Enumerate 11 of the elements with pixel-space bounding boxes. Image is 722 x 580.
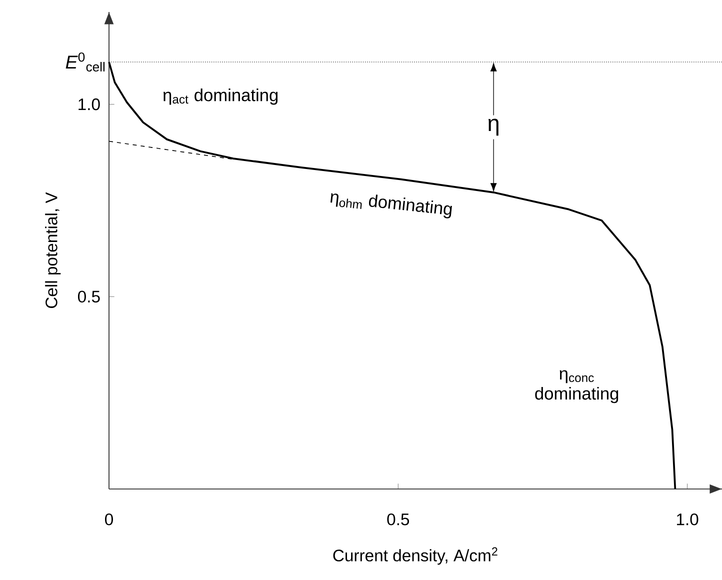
annotation: η$_{conc}$ dominating bbox=[535, 370, 618, 404]
annotation: η$_{act}$ dominating bbox=[163, 88, 278, 105]
line-series bbox=[108, 61, 676, 490]
annotation: η$_{ohm}$ dominating bbox=[330, 193, 452, 218]
ref-line-label: E$^{0}$cell bbox=[66, 52, 105, 72]
x-tick-label: 0.5 bbox=[387, 513, 410, 526]
x-tick-label: 1.0 bbox=[676, 513, 698, 526]
x-axis-title: Current density, A/cm$^{2}$ bbox=[333, 547, 498, 565]
x-tick-label: 0 bbox=[105, 513, 113, 526]
annotation: η bbox=[488, 118, 498, 136]
y-axis-title: Cell potential, V bbox=[45, 192, 61, 308]
